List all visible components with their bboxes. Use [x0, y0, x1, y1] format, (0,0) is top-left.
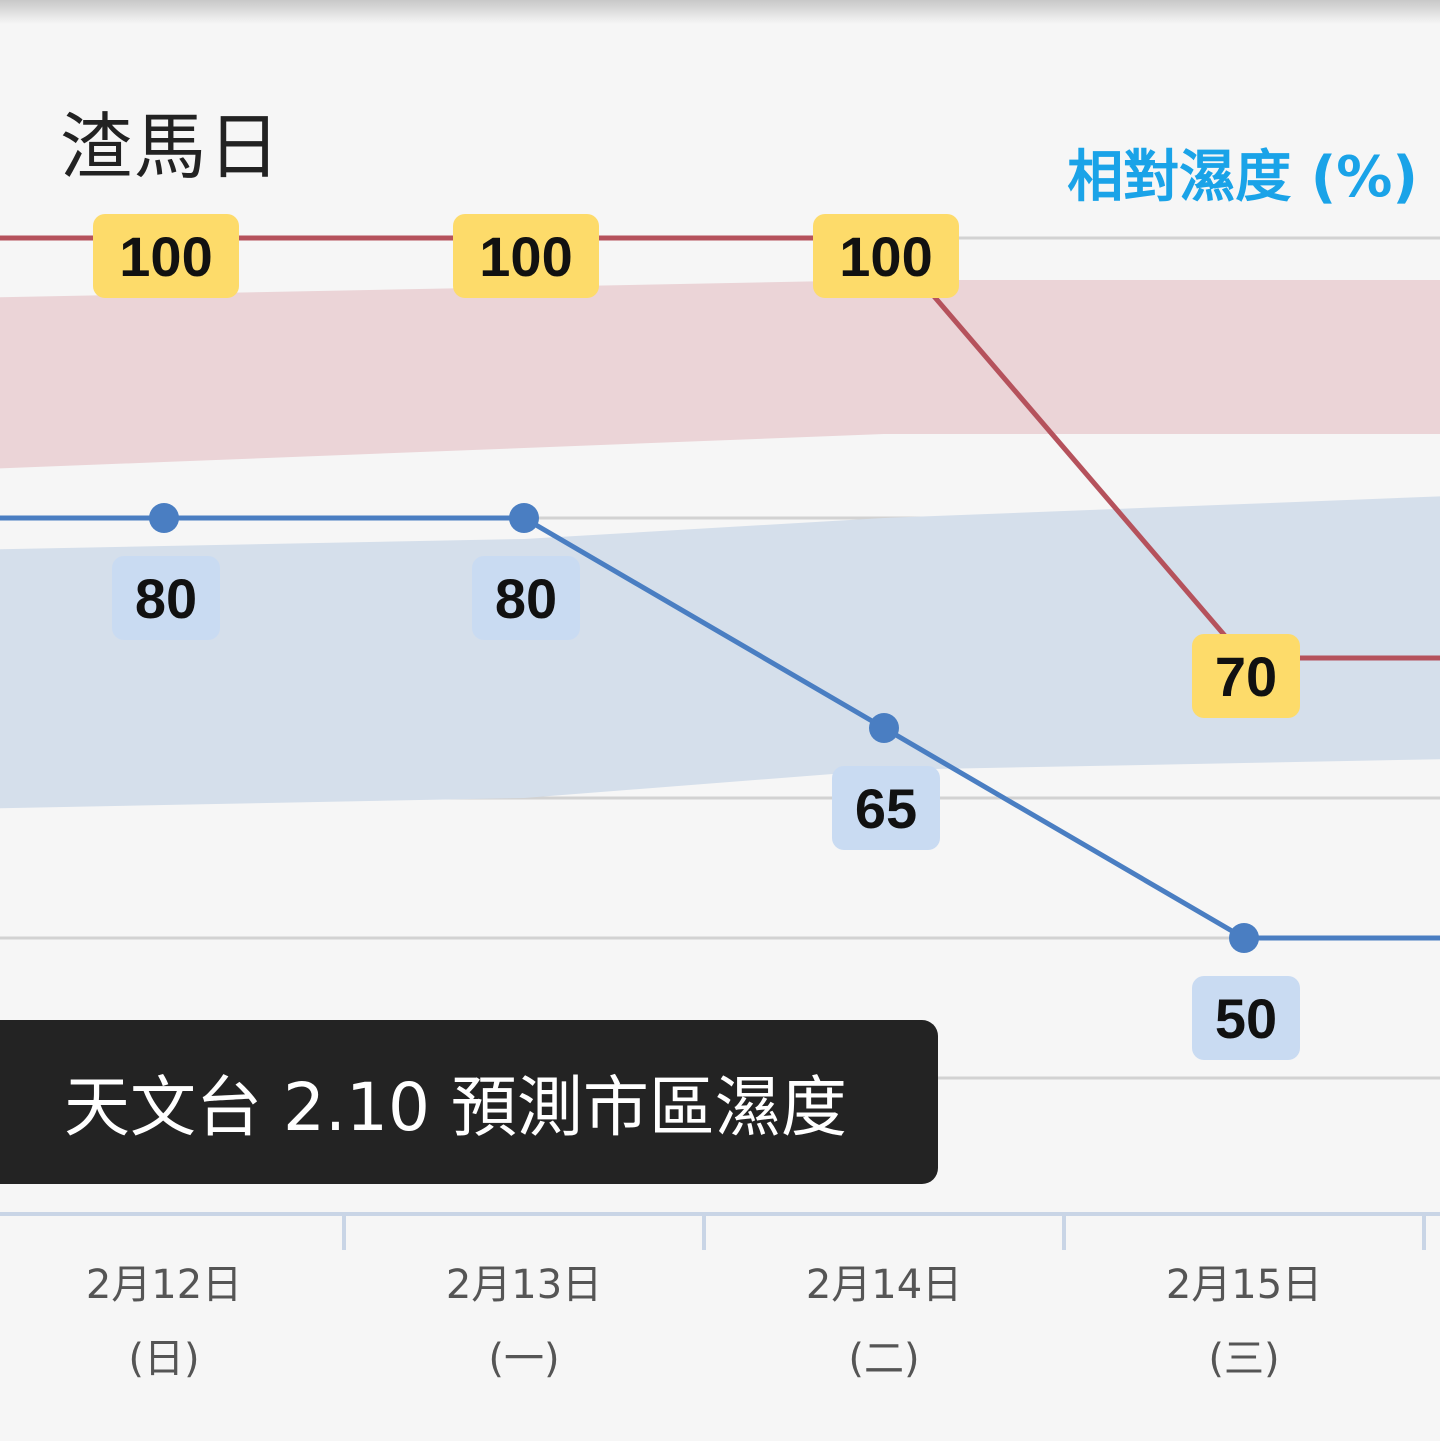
x-axis: [0, 1212, 1440, 1250]
min-value-label: 65: [832, 766, 940, 850]
min-point-marker: [869, 713, 899, 743]
min-point-marker: [1229, 923, 1259, 953]
min-point-marker: [509, 503, 539, 533]
axis-title: 相對濕度 (%): [1067, 145, 1418, 210]
min-series-line: [0, 515, 1440, 941]
min-value-label: 80: [472, 556, 580, 640]
date-label: 2月14日 (二): [754, 1248, 1014, 1396]
max-value-label: 70: [1192, 634, 1300, 718]
weekday-text: (二): [848, 1336, 920, 1382]
weekday-text: (一): [488, 1336, 560, 1382]
source-banner-text: 天文台 2.10 預測市區濕度: [64, 1069, 847, 1146]
date-label: 2月12日 (日): [34, 1248, 294, 1396]
max-value-label: 100: [813, 214, 959, 298]
source-banner: 天文台 2.10 預測市區濕度: [0, 1020, 938, 1184]
place-name: 渣馬日: [60, 105, 283, 189]
normal-range-bands: [0, 280, 1440, 809]
min-point-marker: [149, 503, 179, 533]
date-text: 2月15日: [1165, 1262, 1323, 1308]
max-normal-band: [0, 280, 1440, 469]
date-text: 2月14日: [805, 1262, 963, 1308]
date-label: 2月13日 (一): [394, 1248, 654, 1396]
date-text: 2月13日: [445, 1262, 603, 1308]
status-bar-shadow: [0, 0, 1440, 24]
weekday-text: (日): [128, 1336, 200, 1382]
min-normal-band: [0, 496, 1440, 809]
max-value-label: 100: [453, 214, 599, 298]
min-value-label: 50: [1192, 976, 1300, 1060]
weekday-text: (三): [1208, 1336, 1280, 1382]
date-label: 2月15日 (三): [1114, 1248, 1374, 1396]
max-value-label: 100: [93, 214, 239, 298]
date-text: 2月12日: [85, 1262, 243, 1308]
min-value-label: 80: [112, 556, 220, 640]
